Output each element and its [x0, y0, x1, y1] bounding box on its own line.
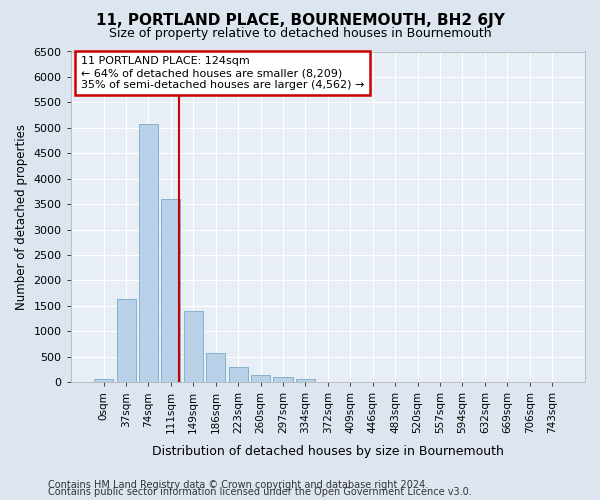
Bar [229, 368, 248, 382]
Text: 11 PORTLAND PLACE: 124sqm
← 64% of detached houses are smaller (8,209)
35% of se: 11 PORTLAND PLACE: 124sqm ← 64% of detac… [81, 56, 364, 90]
Bar [296, 380, 315, 382]
Text: Contains public sector information licensed under the Open Government Licence v3: Contains public sector information licen… [48, 487, 472, 497]
Bar [274, 377, 293, 382]
Bar [161, 199, 181, 382]
Bar [139, 124, 158, 382]
Text: Size of property relative to detached houses in Bournemouth: Size of property relative to detached ho… [109, 28, 491, 40]
Text: Contains HM Land Registry data © Crown copyright and database right 2024.: Contains HM Land Registry data © Crown c… [48, 480, 428, 490]
X-axis label: Distribution of detached houses by size in Bournemouth: Distribution of detached houses by size … [152, 444, 504, 458]
Bar [116, 300, 136, 382]
Bar [206, 352, 225, 382]
Bar [184, 311, 203, 382]
Text: 11, PORTLAND PLACE, BOURNEMOUTH, BH2 6JY: 11, PORTLAND PLACE, BOURNEMOUTH, BH2 6JY [95, 12, 505, 28]
Y-axis label: Number of detached properties: Number of detached properties [15, 124, 28, 310]
Bar [94, 379, 113, 382]
Bar [251, 374, 270, 382]
